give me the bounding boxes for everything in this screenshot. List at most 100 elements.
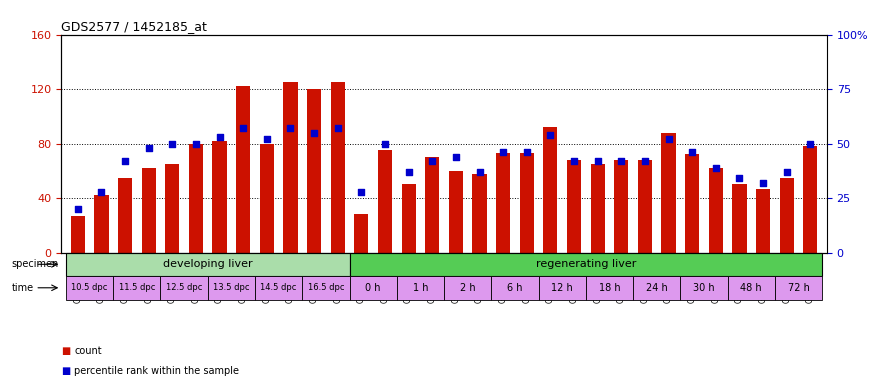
Point — [591, 158, 605, 164]
Text: time: time — [11, 283, 34, 293]
Bar — [543, 127, 557, 253]
Bar — [449, 171, 463, 253]
Bar — [118, 178, 132, 253]
Text: specimen: specimen — [11, 259, 59, 269]
Point — [236, 125, 250, 131]
Bar — [539, 276, 586, 300]
Bar — [473, 174, 487, 253]
Point — [520, 149, 534, 156]
Point — [142, 145, 156, 151]
Point — [260, 136, 274, 142]
Text: count: count — [74, 346, 102, 356]
Point — [307, 129, 321, 136]
Text: 6 h: 6 h — [507, 283, 522, 293]
Bar — [71, 216, 85, 253]
Bar — [255, 276, 302, 300]
Text: 2 h: 2 h — [460, 283, 475, 293]
Point — [284, 125, 298, 131]
Text: 10.5 dpc: 10.5 dpc — [72, 283, 108, 292]
Text: 12.5 dpc: 12.5 dpc — [166, 283, 202, 292]
Text: 30 h: 30 h — [693, 283, 715, 293]
Point — [402, 169, 416, 175]
Point — [213, 134, 227, 140]
Bar — [803, 146, 817, 253]
Point — [567, 158, 581, 164]
Bar — [284, 82, 298, 253]
Bar — [236, 86, 250, 253]
Text: 48 h: 48 h — [740, 283, 762, 293]
Text: 72 h: 72 h — [788, 283, 809, 293]
Text: 13.5 dpc: 13.5 dpc — [214, 283, 249, 292]
Text: 11.5 dpc: 11.5 dpc — [119, 283, 155, 292]
Text: regenerating liver: regenerating liver — [536, 259, 636, 269]
Point — [118, 158, 132, 164]
Bar — [396, 276, 444, 300]
Bar — [94, 195, 108, 253]
Bar — [728, 276, 775, 300]
Text: 24 h: 24 h — [646, 283, 668, 293]
Bar — [402, 184, 416, 253]
Point — [685, 149, 699, 156]
Point — [496, 149, 510, 156]
Bar — [331, 82, 345, 253]
Bar — [349, 276, 396, 300]
Bar — [662, 132, 676, 253]
Bar — [189, 144, 203, 253]
Point — [756, 180, 770, 186]
Text: 14.5 dpc: 14.5 dpc — [261, 283, 297, 292]
Bar — [260, 144, 274, 253]
Bar — [681, 276, 728, 300]
Text: 1 h: 1 h — [413, 283, 428, 293]
Point — [189, 141, 203, 147]
Point — [94, 189, 108, 195]
Bar — [685, 154, 699, 253]
Bar — [378, 151, 392, 253]
Point — [331, 125, 345, 131]
Bar — [349, 253, 822, 276]
Bar — [567, 160, 581, 253]
Text: percentile rank within the sample: percentile rank within the sample — [74, 366, 240, 376]
Text: developing liver: developing liver — [163, 259, 253, 269]
Bar — [307, 89, 321, 253]
Text: 12 h: 12 h — [551, 283, 573, 293]
Bar — [444, 276, 492, 300]
Point — [662, 136, 676, 142]
Bar — [775, 276, 822, 300]
Bar — [492, 276, 539, 300]
Bar — [425, 157, 439, 253]
Text: ■: ■ — [61, 346, 71, 356]
Bar — [165, 164, 179, 253]
Bar — [756, 189, 770, 253]
Point — [473, 169, 487, 175]
Point — [425, 158, 439, 164]
Text: GDS2577 / 1452185_at: GDS2577 / 1452185_at — [61, 20, 207, 33]
Text: 16.5 dpc: 16.5 dpc — [308, 283, 344, 292]
Point — [449, 154, 463, 160]
Bar — [586, 276, 634, 300]
Point — [378, 141, 392, 147]
Bar — [614, 160, 628, 253]
Point — [709, 164, 723, 170]
Text: ■: ■ — [61, 366, 71, 376]
Bar — [207, 276, 255, 300]
Bar — [520, 153, 534, 253]
Bar — [354, 214, 368, 253]
Point — [71, 206, 85, 212]
Point — [614, 158, 628, 164]
Point — [732, 175, 746, 182]
Bar — [732, 184, 746, 253]
Bar — [496, 153, 510, 253]
Point — [354, 189, 368, 195]
Point — [638, 158, 652, 164]
Bar — [709, 168, 723, 253]
Bar — [780, 178, 794, 253]
Bar — [142, 168, 156, 253]
Bar — [213, 141, 227, 253]
Point — [780, 169, 794, 175]
Point — [803, 141, 817, 147]
Bar — [634, 276, 681, 300]
Text: 0 h: 0 h — [366, 283, 381, 293]
Bar — [591, 164, 605, 253]
Bar — [66, 253, 349, 276]
Bar — [302, 276, 349, 300]
